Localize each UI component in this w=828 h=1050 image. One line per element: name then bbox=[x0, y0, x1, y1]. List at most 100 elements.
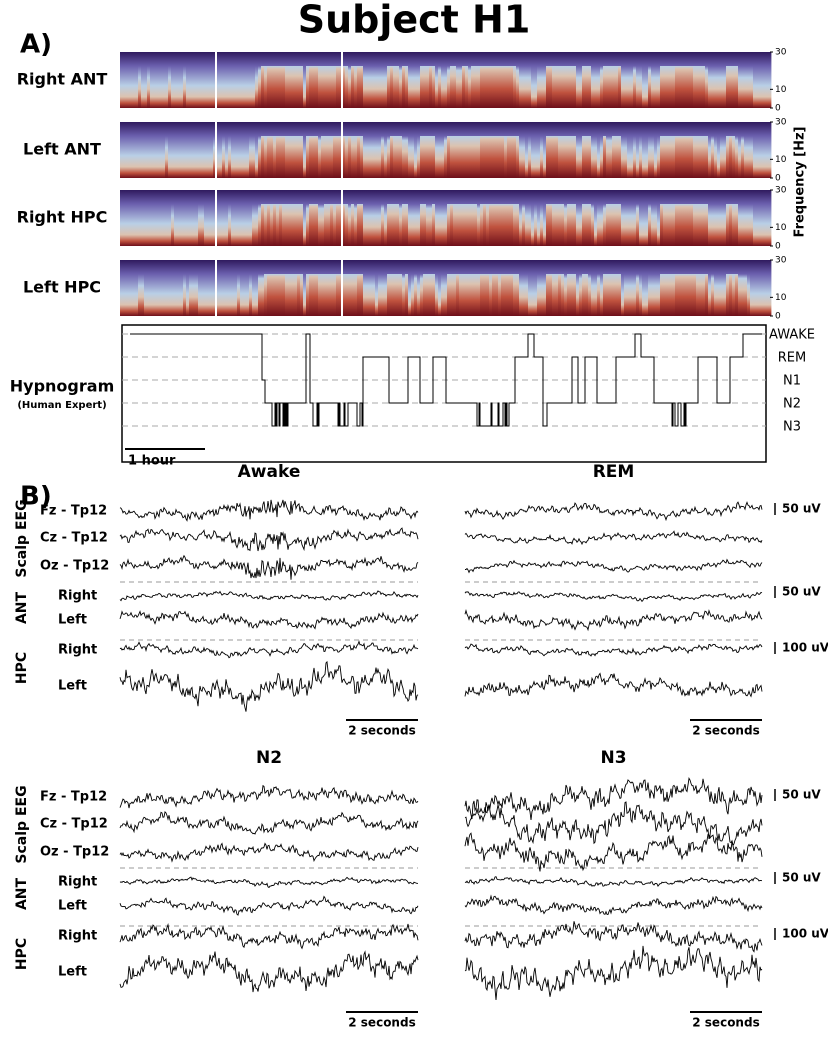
spectrogram-column bbox=[393, 260, 397, 316]
spectrogram-column bbox=[195, 190, 199, 246]
spectrogram-column bbox=[366, 122, 370, 178]
spectrogram-column bbox=[450, 260, 454, 316]
spectrogram-column bbox=[741, 122, 745, 178]
panel-title: REM bbox=[593, 462, 635, 482]
spectrogram-column bbox=[738, 190, 742, 246]
spectrogram-column bbox=[177, 122, 181, 178]
spectrogram-column bbox=[324, 52, 328, 108]
spectrogram-column bbox=[366, 52, 370, 108]
spectrogram-column bbox=[615, 52, 619, 108]
spectrogram-column bbox=[246, 122, 250, 178]
spectrogram-column bbox=[273, 190, 277, 246]
spectrogram-column bbox=[432, 122, 436, 178]
spectrogram-column bbox=[540, 52, 544, 108]
trace bbox=[464, 894, 763, 916]
spectrogram-column bbox=[324, 122, 328, 178]
spectrogram-column bbox=[768, 122, 772, 178]
spectrogram-column bbox=[396, 190, 400, 246]
spectrogram-column bbox=[345, 260, 349, 316]
spectrogram-column bbox=[486, 52, 490, 108]
spectrogram-column bbox=[714, 260, 718, 316]
spectrogram-column bbox=[561, 52, 565, 108]
panel-label: A) bbox=[20, 30, 52, 60]
spectrogram-column bbox=[210, 260, 214, 316]
spectrogram-column bbox=[258, 122, 262, 178]
spectrogram-column bbox=[198, 190, 202, 246]
spectrogram-column bbox=[387, 190, 391, 246]
spectrogram-column bbox=[216, 260, 220, 316]
spectrogram-column bbox=[600, 52, 604, 108]
spectrogram-column bbox=[120, 122, 124, 178]
spectrogram-column bbox=[438, 260, 442, 316]
spectrogram-column bbox=[126, 190, 130, 246]
spectrogram-column bbox=[312, 52, 316, 108]
spectrogram-column bbox=[663, 52, 667, 108]
spectrogram-column bbox=[258, 52, 262, 108]
spectrogram-column bbox=[453, 52, 457, 108]
spectrogram-column bbox=[201, 52, 205, 108]
spectrogram-column bbox=[612, 260, 616, 316]
spectrogram-column bbox=[627, 122, 631, 178]
spectrogram-column bbox=[633, 190, 637, 246]
spectrogram-column bbox=[405, 190, 409, 246]
spectrogram-column bbox=[276, 122, 280, 178]
spectrogram-column bbox=[552, 190, 556, 246]
spectrogram-column bbox=[192, 190, 196, 246]
spectrogram-column bbox=[717, 122, 721, 178]
spectrogram-column bbox=[198, 122, 202, 178]
spectrogram-column bbox=[756, 260, 760, 316]
spectrogram-column bbox=[531, 260, 535, 316]
spectrogram-column bbox=[696, 260, 700, 316]
spectrogram-column bbox=[756, 122, 760, 178]
spectrogram-column bbox=[696, 52, 700, 108]
spectrogram-column bbox=[699, 52, 703, 108]
spectrogram-column bbox=[687, 52, 691, 108]
spectrogram-column bbox=[441, 260, 445, 316]
stage-label: N1 bbox=[783, 374, 801, 389]
spectrogram-column bbox=[636, 122, 640, 178]
spectrogram-column bbox=[525, 260, 529, 316]
spectrogram-column bbox=[519, 52, 523, 108]
spectrogram-column bbox=[465, 52, 469, 108]
spectrogram-column bbox=[450, 52, 454, 108]
spectrogram-column bbox=[237, 260, 241, 316]
spectrogram-column bbox=[420, 122, 424, 178]
spectrogram-column bbox=[594, 260, 598, 316]
spectrogram-column bbox=[693, 260, 697, 316]
spectrogram-column bbox=[441, 190, 445, 246]
spectrogram-column bbox=[348, 122, 352, 178]
spectrogram-column bbox=[582, 52, 586, 108]
spectrogram-column bbox=[285, 260, 289, 316]
spectrogram-column bbox=[654, 122, 658, 178]
spectrogram-column bbox=[345, 190, 349, 246]
spectrogram-column bbox=[408, 122, 412, 178]
spectrogram-column bbox=[615, 190, 619, 246]
spectrogram-column bbox=[123, 122, 127, 178]
spectrogram-column bbox=[174, 52, 178, 108]
spectrogram-column bbox=[171, 260, 175, 316]
spectrogram-column bbox=[324, 190, 328, 246]
spectrogram-column bbox=[441, 122, 445, 178]
spectrogram-column bbox=[528, 190, 532, 246]
spectrogram-column bbox=[270, 122, 274, 178]
spectrogram-column bbox=[537, 52, 541, 108]
spectrogram-column bbox=[558, 260, 562, 316]
spectrogram-column bbox=[243, 260, 247, 316]
spectrogram-column bbox=[309, 122, 313, 178]
spectrogram-column bbox=[126, 260, 130, 316]
panel-title: N2 bbox=[256, 748, 282, 768]
spectrogram-column bbox=[549, 122, 553, 178]
spectrogram-column bbox=[240, 52, 244, 108]
spectrogram-column bbox=[609, 190, 613, 246]
spectrogram-column bbox=[516, 190, 520, 246]
spectrogram-column bbox=[753, 122, 757, 178]
spectrogram-column bbox=[657, 260, 661, 316]
spectrogram-column bbox=[390, 122, 394, 178]
spectrogram-column bbox=[720, 260, 724, 316]
spectrogram-column bbox=[396, 52, 400, 108]
trace bbox=[464, 501, 763, 522]
spectrogram-column bbox=[138, 190, 142, 246]
spectrogram-column bbox=[753, 52, 757, 108]
tick-label: 30 bbox=[775, 186, 787, 196]
trace bbox=[119, 660, 419, 712]
